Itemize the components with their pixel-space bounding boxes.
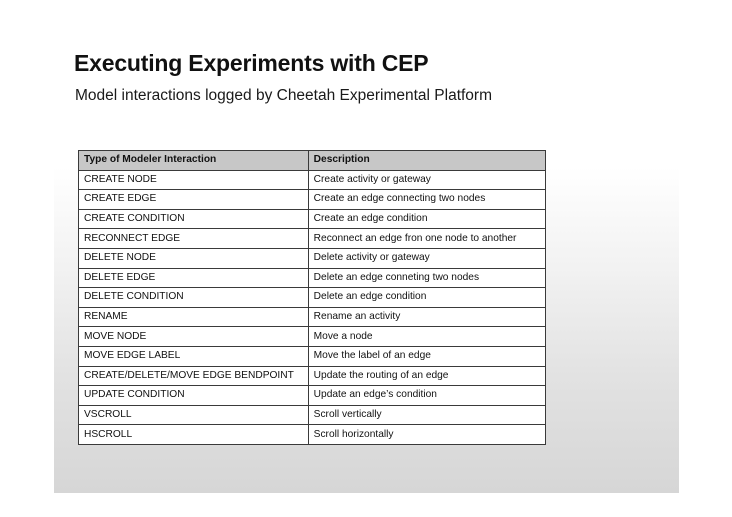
interaction-type-cell: VSCROLL [78, 404, 309, 426]
table-row: UPDATE CONDITION Update an edge’s condit… [78, 385, 547, 406]
table-row: CREATE NODE Create activity or gateway [78, 169, 547, 191]
table-row: CREATE EDGE Create an edge connecting tw… [78, 189, 547, 210]
description-cell: Create activity or gateway [307, 169, 547, 191]
table-row: RENAME Rename an activity [78, 306, 547, 328]
interaction-type-cell: CREATE/DELETE/MOVE EDGE BENDPOINT [78, 365, 309, 387]
table-row: VSCROLL Scroll vertically [78, 404, 547, 426]
description-cell: Scroll horizontally [307, 424, 547, 445]
description-cell: Delete activity or gateway [307, 247, 547, 269]
description-cell: Delete an edge condition [307, 287, 547, 308]
interaction-type-cell: RENAME [78, 306, 309, 328]
table-row: HSCROLL Scroll horizontally [78, 424, 547, 445]
table-row: DELETE EDGE Delete an edge conneting two… [78, 267, 547, 289]
header-description: Description [307, 150, 547, 171]
interaction-table: Type of Modeler Interaction Description … [78, 150, 547, 445]
interaction-type-cell: DELETE NODE [78, 247, 309, 269]
description-cell: Scroll vertically [307, 404, 547, 426]
description-cell: Update the routing of an edge [307, 365, 547, 387]
description-cell: Reconnect an edge fron one node to anoth… [307, 228, 547, 249]
table-row: MOVE EDGE LABEL Move the label of an edg… [78, 345, 547, 367]
table-row: CREATE/DELETE/MOVE EDGE BENDPOINT Update… [78, 365, 547, 387]
table-row: DELETE NODE Delete activity or gateway [78, 247, 547, 269]
table-row: MOVE NODE Move a node [78, 326, 547, 347]
interaction-type-cell: MOVE EDGE LABEL [78, 345, 309, 367]
description-cell: Delete an edge conneting two nodes [307, 267, 547, 289]
description-cell: Rename an activity [307, 306, 547, 328]
table-row: RECONNECT EDGE Reconnect an edge fron on… [78, 228, 547, 249]
interaction-type-cell: CREATE CONDITION [78, 208, 309, 230]
slide-title: Executing Experiments with CEP [74, 50, 429, 76]
interaction-type-cell: DELETE EDGE [78, 267, 309, 289]
interaction-type-cell: MOVE NODE [78, 326, 309, 347]
header-interaction-type: Type of Modeler Interaction [78, 150, 309, 171]
interaction-type-cell: UPDATE CONDITION [78, 385, 309, 406]
description-cell: Move a node [307, 326, 547, 347]
table-row: DELETE CONDITION Delete an edge conditio… [78, 287, 547, 308]
interaction-type-cell: HSCROLL [78, 424, 309, 445]
interaction-type-cell: RECONNECT EDGE [78, 228, 309, 249]
interaction-type-cell: CREATE NODE [78, 169, 309, 191]
slide-subtitle: Model interactions logged by Cheetah Exp… [75, 87, 493, 104]
description-cell: Create an edge connecting two nodes [307, 189, 547, 210]
table-row: CREATE CONDITION Create an edge conditio… [78, 208, 547, 230]
table-header-row: Type of Modeler Interaction Description [78, 150, 547, 171]
description-cell: Move the label of an edge [307, 345, 547, 367]
description-cell: Update an edge’s condition [307, 385, 547, 406]
interaction-type-cell: DELETE CONDITION [78, 287, 309, 308]
description-cell: Create an edge condition [307, 208, 547, 230]
interaction-type-cell: CREATE EDGE [78, 189, 309, 210]
